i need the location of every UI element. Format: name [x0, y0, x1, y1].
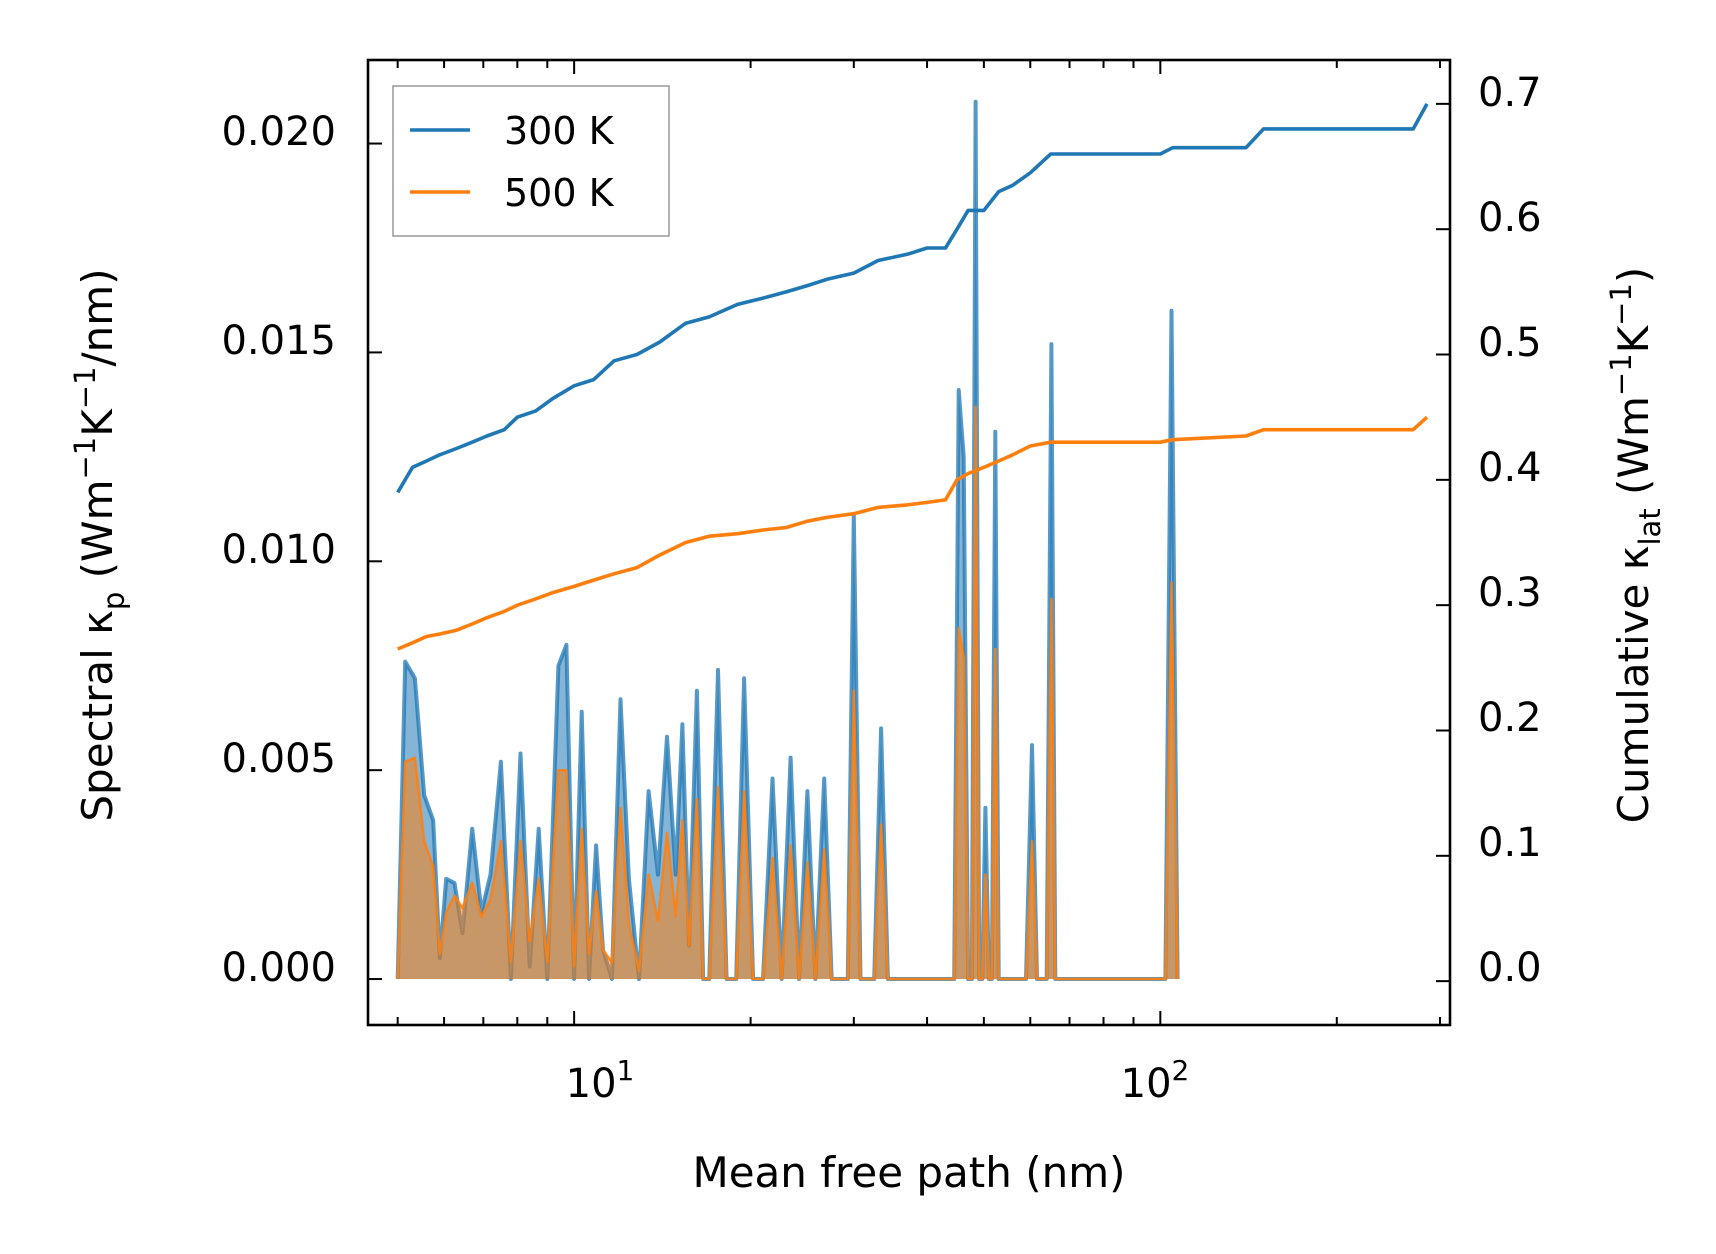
plot-area [395, 99, 1429, 981]
x-tick-label: 101 [566, 1054, 635, 1107]
cumulative-line-500k [397, 415, 1429, 651]
y-left-tick-label: 0.015 [221, 318, 336, 364]
y-right-tick-label: 0.4 [1478, 445, 1542, 491]
cumulative-line-300k [396, 103, 1429, 494]
legend-box [392, 85, 670, 237]
y-right-tick-label: 0.1 [1478, 820, 1542, 866]
y-right-axis-label: Cumulative κlat (Wm−1K−1) [1604, 267, 1667, 824]
legend-label-300k: 300 K [504, 109, 615, 153]
y-left-axis-label: Spectral κp (Wm−1K−1/nm) [68, 268, 131, 821]
y-right-tick-label: 0.7 [1478, 70, 1542, 116]
legend-label-500k: 500 K [504, 171, 615, 215]
axis-ticks [368, 60, 1450, 1025]
x-axis-label: Mean free path (nm) [692, 1148, 1125, 1197]
legend: 300 K 500 K [392, 85, 670, 237]
y-left-tick-label: 0.000 [221, 945, 336, 991]
y-right-tick-label: 0.5 [1478, 320, 1542, 366]
plot-frame [366, 58, 1452, 1027]
y-left-tick-label: 0.010 [221, 527, 336, 573]
y-left-tick-label: 0.020 [221, 109, 336, 155]
spectral-area-500k [397, 406, 1178, 979]
spectral-line-500k [396, 405, 1179, 981]
y-left-tick-label: 0.005 [221, 736, 336, 782]
y-right-tick-label: 0.3 [1478, 570, 1542, 616]
y-right-tick-label: 0.6 [1478, 195, 1542, 241]
x-tick-label: 102 [1121, 1054, 1190, 1107]
y-right-tick-label: 0.2 [1478, 695, 1542, 741]
y-right-tick-label: 0.0 [1478, 945, 1542, 991]
